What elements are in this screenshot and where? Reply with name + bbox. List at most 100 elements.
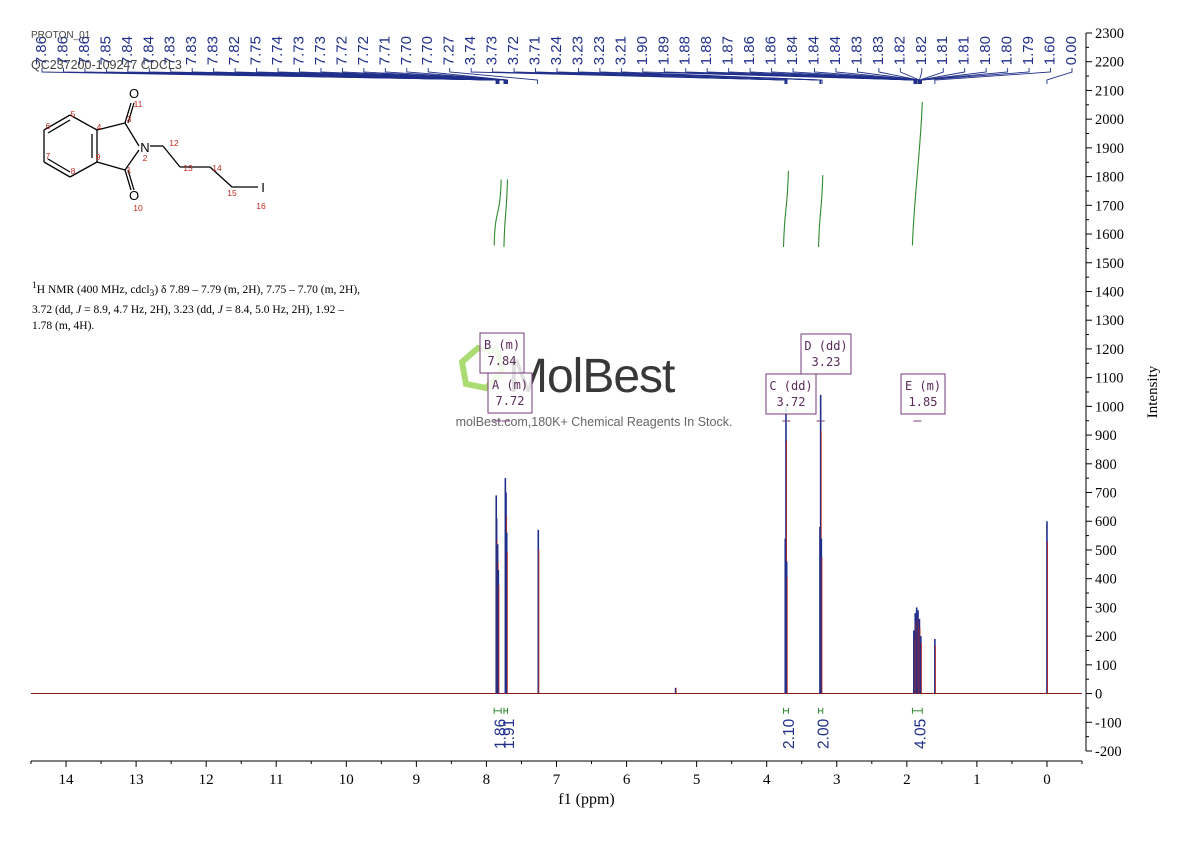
x-tick-label: 6 [623, 772, 631, 788]
peak-label: 3.24 [548, 36, 565, 65]
watermark: MolBest molBest.com,180K+ Chemical Reagen… [456, 344, 732, 429]
watermark-brand: MolBest [508, 350, 675, 403]
peak-label: 1.89 [655, 36, 672, 65]
peak-label: 1.86 [741, 36, 758, 65]
y-tick-label: 300 [1095, 600, 1117, 616]
peak-label: 7.84 [119, 36, 136, 65]
multiplet-label: A (m) [492, 378, 528, 392]
bond [69, 161, 98, 178]
peak-label-connector [620, 68, 823, 84]
bond [69, 114, 98, 131]
multiplet-box [900, 373, 946, 415]
peak-label-connectors [41, 68, 1073, 84]
experiment-name: PROTON_01 [31, 30, 91, 41]
multiplet-boxes: B (m) 7.84 A (m) 7.72 C (dd) 3.72 D (dd) 3.23 E … [479, 332, 946, 422]
bond [124, 169, 132, 191]
multiplet-shift: 7.72 [496, 394, 525, 408]
atom-label: 10 [133, 203, 143, 213]
peak-label: 7.73 [290, 36, 307, 65]
peak-label: 7.74 [269, 36, 286, 65]
peak-label: 7.83 [162, 36, 179, 65]
integral-values: 1.861.91 2.10 2.00 4.05 [493, 707, 929, 749]
atom-label: N [140, 140, 149, 155]
x-tick-label: 0 [1043, 772, 1051, 788]
y-tick-label: 100 [1095, 658, 1117, 674]
peak-label-connector [918, 68, 923, 84]
integral-curve [782, 170, 789, 247]
peak-label: 1.80 [999, 36, 1016, 65]
multiplet-shift: 1.85 [909, 395, 938, 409]
y-tick-label: 1600 [1095, 227, 1124, 243]
y-tick-label: 2000 [1095, 112, 1124, 128]
x-tick-label: 11 [269, 772, 283, 788]
atom-label: 9 [96, 152, 101, 162]
y-tick-label: 500 [1095, 543, 1117, 559]
integral-curve [493, 179, 502, 246]
peak-label: 1.84 [827, 36, 844, 65]
peak-label: 7.72 [355, 36, 372, 65]
peak-label: 7.86 [33, 36, 50, 65]
multiplet-shift: 3.23 [812, 355, 841, 369]
bond [47, 158, 71, 173]
x-tick-label: 1 [973, 772, 981, 788]
x-tick-label: 13 [129, 772, 144, 788]
peak-label: 3.72 [505, 36, 522, 65]
multiplet-box [487, 372, 533, 414]
atom-label: I [261, 180, 265, 195]
peak-label: 0.00 [1063, 36, 1080, 65]
y-tick-label: 200 [1095, 629, 1117, 645]
x-tick-label: 8 [483, 772, 491, 788]
y-tick-label: 0 [1095, 687, 1102, 703]
peak-label: 1.83 [848, 36, 865, 65]
bond [43, 161, 71, 178]
peak-label-connector [878, 68, 920, 84]
multiplet-label: B (m) [484, 338, 520, 352]
nmr-description: 1H NMR (400 MHz, cdcl3) δ 7.89 – 7.79 (m… [32, 280, 361, 333]
y-tick-label: 2200 [1095, 55, 1124, 71]
atom-label: O [129, 86, 139, 101]
atom-label: O [129, 188, 139, 203]
x-tick-label: 4 [763, 772, 771, 788]
x-tick-label: 9 [413, 772, 421, 788]
atom-label: 12 [169, 138, 179, 148]
integral-value: 4.05 [912, 719, 929, 749]
peak-label-connector [320, 68, 506, 84]
peak-label: 1.87 [720, 36, 737, 65]
y-axis: 2300220021002000190018001700160015001400… [1085, 26, 1161, 760]
peak-label: 7.70 [398, 36, 415, 65]
x-tick-label: 5 [693, 772, 701, 788]
peak-label: 7.84 [140, 36, 157, 65]
peak-label-connector [449, 68, 539, 84]
multiplet-label: E (m) [905, 379, 941, 393]
peak-label: 1.79 [1020, 36, 1037, 65]
y-tick-label: 1400 [1095, 284, 1124, 300]
y-tick-label: 1000 [1095, 399, 1124, 415]
bond [124, 102, 132, 124]
integral-value: 1.86 [493, 719, 510, 749]
integral-value: 2.00 [816, 718, 833, 749]
peak-label-connector [920, 68, 1009, 84]
top-peak-labels: 7.86 7.86 7.86 7.85 7.84 7.84 7.83 7.83 7.83 7.82… [33, 36, 1080, 65]
y-tick-label: 1900 [1095, 141, 1124, 157]
atom-label: 16 [256, 201, 266, 211]
peak-label-connector [934, 68, 1051, 84]
peak-label: 3.21 [612, 36, 629, 65]
bond [209, 166, 233, 188]
peak-label: 3.23 [569, 36, 586, 65]
y-tick-label: 1800 [1095, 170, 1124, 186]
peak-label: 3.71 [527, 36, 544, 65]
y-tick-label: 1200 [1095, 342, 1124, 358]
peak-label: 1.80 [977, 36, 994, 65]
peak-label-connector [1046, 68, 1073, 84]
peak-label-connector [363, 68, 507, 84]
x-tick-label: 3 [833, 772, 841, 788]
peak-label: 1.81 [934, 36, 951, 65]
peak-label-connector [919, 68, 966, 84]
bond [127, 169, 135, 191]
peak-label: 3.73 [484, 36, 501, 65]
peak-label: 7.70 [419, 36, 436, 65]
spectrum-trace [31, 394, 1082, 695]
bond [124, 149, 140, 171]
atom-label: 11 [134, 99, 143, 109]
